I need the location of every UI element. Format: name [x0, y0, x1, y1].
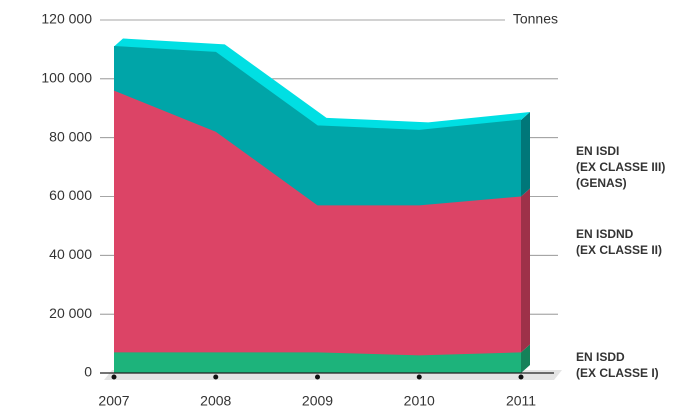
unit-label: Tonnes	[513, 11, 558, 27]
area-edge	[113, 45, 522, 131]
y-tick-label: 100 000	[41, 70, 92, 86]
x-tick-label: 2009	[302, 393, 333, 409]
x-tick-dot	[111, 374, 117, 380]
legend-label: (EX CLASSE II)	[576, 243, 662, 257]
legend-label: (EX CLASSE III)	[576, 160, 665, 174]
x-tick-dot	[213, 374, 219, 380]
y-tick-label: 60 000	[49, 187, 92, 203]
legend-label: EN ISDI	[576, 144, 619, 158]
x-tick-dot	[315, 374, 320, 380]
side-face	[521, 112, 530, 197]
legend-label: (GENAS)	[576, 176, 627, 190]
x-tick-dot	[416, 374, 422, 380]
y-tick-label: 20 000	[49, 305, 92, 321]
x-tick-dot	[518, 374, 524, 380]
side-face	[521, 344, 530, 373]
legend-label: EN ISDND	[576, 227, 634, 241]
x-tick-label: 2010	[404, 393, 435, 409]
x-tick-label: 2011	[506, 393, 536, 409]
legend-label: EN ISDD	[576, 350, 625, 364]
top-face	[114, 38, 530, 131]
x-tick-label: 2007	[98, 393, 129, 409]
y-tick-label: 40 000	[49, 246, 92, 262]
y-tick-label: 0	[84, 364, 92, 380]
area	[114, 90, 521, 356]
y-tick-label: 80 000	[49, 128, 92, 144]
area	[114, 352, 521, 373]
legend-label: (EX CLASSE I)	[576, 366, 659, 380]
x-tick-label: 2008	[200, 393, 231, 409]
y-tick-label: 120 000	[41, 11, 92, 27]
side-face	[521, 188, 530, 353]
